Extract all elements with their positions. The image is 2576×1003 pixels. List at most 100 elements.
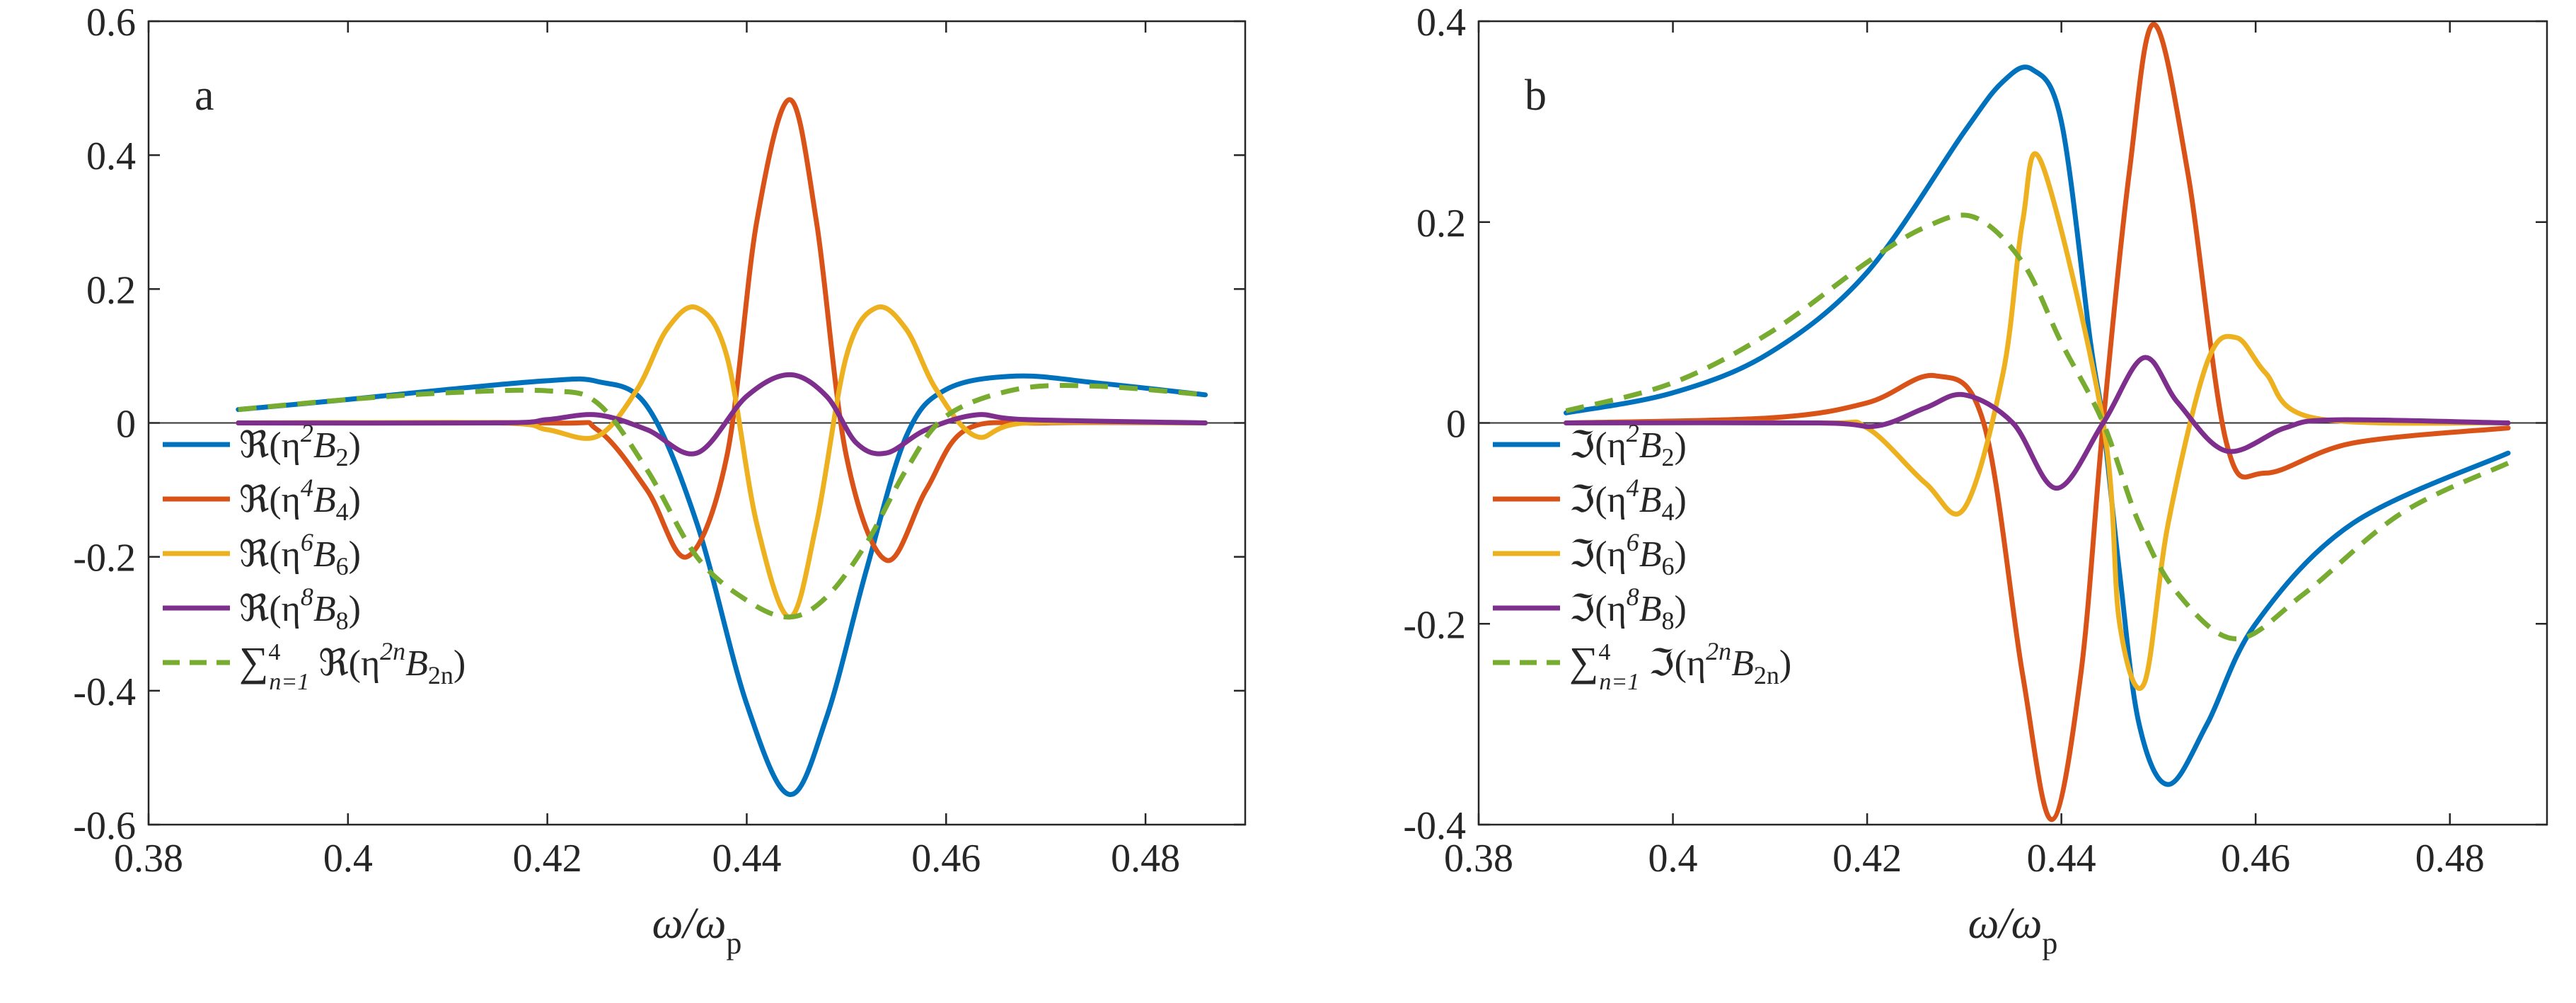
x-tick-label: 0.48	[1111, 837, 1180, 881]
x-tick-label: 0.48	[2415, 837, 2485, 881]
legend-item-4: ℜ(η8B8)	[163, 583, 361, 635]
x-axis-label-main: ω/ω	[652, 900, 727, 948]
legend-op: ℜ(η	[239, 480, 301, 520]
legend-op: ℑ(η	[1569, 589, 1627, 629]
legend-op: ℑ(η	[1639, 643, 1706, 684]
y-tick-label: -0.4	[1403, 804, 1466, 848]
series-line-3	[1564, 151, 2511, 692]
legend-op: ℑ(η	[1569, 425, 1627, 466]
legend-power: 2n	[1706, 637, 1731, 665]
legend-sum-lower: n=1	[269, 669, 309, 695]
legend-close: )	[1675, 480, 1687, 520]
legend-label: ℜ(η6B6)	[239, 528, 361, 580]
legend-power: 2	[301, 419, 313, 447]
legend-b: B	[1639, 480, 1662, 520]
legend-item-3: ℜ(η6B6)	[163, 528, 361, 580]
legend-close: )	[349, 534, 361, 575]
series-group	[236, 97, 1208, 797]
x-axis-label-sub: p	[2042, 926, 2057, 961]
legend-b: B	[1731, 643, 1754, 684]
legend-sum-sign: ∑	[1569, 638, 1598, 684]
legend-label: ℜ(η4B4)	[239, 474, 361, 526]
legend-label: ℑ(η6B6)	[1569, 528, 1687, 580]
panel-label: a	[195, 71, 214, 120]
legend-index: 2	[336, 443, 349, 471]
x-axis-label: ω/ωp	[1968, 900, 2058, 961]
legend: ℜ(η2B2)ℜ(η4B4)ℜ(η6B6)ℜ(η8B8)∑4 n=1 ℜ(η2nB…	[163, 419, 466, 695]
series-group	[1564, 21, 2511, 823]
legend-op: ℜ(η	[239, 425, 301, 466]
legend-op: ℜ(η	[239, 534, 301, 575]
legend-op: ℑ(η	[1569, 480, 1627, 520]
legend-b: B	[1639, 534, 1662, 575]
series-line-3	[236, 304, 1208, 620]
legend-b: B	[313, 589, 336, 629]
legend-item-2: ℑ(η4B4)	[1493, 474, 1687, 526]
legend-close: )	[1675, 589, 1687, 629]
x-tick-label: 0.46	[911, 837, 981, 881]
legend-index: 8	[1662, 607, 1675, 635]
y-tick-label: 0	[1446, 403, 1466, 447]
y-tick-label: -0.6	[73, 804, 136, 848]
legend-item-5: ∑4 n=1 ℜ(η2nB2n)	[163, 637, 466, 695]
legend-sum-upper: 4	[1598, 639, 1610, 665]
legend-index: 8	[336, 607, 349, 635]
x-tick-label: 0.42	[513, 837, 582, 881]
legend-close: )	[349, 425, 361, 466]
legend-power: 6	[301, 528, 313, 556]
legend-b: B	[313, 425, 336, 466]
y-tick-label: 0.2	[86, 268, 136, 312]
legend-label: ∑4 n=1 ℑ(η2nB2n)	[1569, 637, 1791, 695]
x-axis-label-main: ω/ω	[1968, 900, 2043, 948]
legend-label: ℑ(η8B8)	[1569, 583, 1687, 635]
series-line-5	[238, 383, 1206, 620]
legend-item-2: ℜ(η4B4)	[163, 474, 361, 526]
x-tick-label: 0.38	[114, 837, 183, 881]
legend-b: B	[313, 534, 336, 575]
legend-b: B	[313, 480, 336, 520]
legend-index: 2n	[1754, 661, 1779, 689]
legend-close: )	[454, 643, 466, 684]
legend-power: 2	[1627, 419, 1639, 447]
legend-close: )	[349, 480, 361, 520]
y-tick-label: -0.4	[73, 670, 136, 714]
legend-index: 2n	[428, 661, 454, 689]
series-line-4	[1564, 355, 2511, 491]
legend-op: ℜ(η	[239, 589, 301, 629]
legend-power: 2n	[380, 637, 405, 665]
chart-panel-b: 0.38 0.4 0.42 0.44 0.46 0.48 -0.4 -0.2 0 0.2 0.4 b ω…	[1403, 1, 2548, 961]
legend-label: ∑4 n=1 ℜ(η2nB2n)	[239, 637, 466, 695]
legend-power: 8	[301, 583, 313, 611]
legend-close: )	[1779, 643, 1791, 684]
y-tick-label: -0.2	[73, 537, 136, 580]
series-line-5	[1565, 212, 2509, 641]
legend-power: 8	[1627, 583, 1639, 611]
x-tick-label: 0.38	[1444, 837, 1513, 881]
legend-power: 6	[1627, 528, 1639, 556]
legend-sum-upper: 4	[268, 639, 280, 665]
series-line-4	[236, 372, 1208, 457]
legend-b: B	[1639, 589, 1662, 629]
legend-op: ℑ(η	[1569, 534, 1627, 575]
legend-b: B	[1639, 425, 1662, 466]
legend: ℑ(η2B2)ℑ(η4B4)ℑ(η6B6)ℑ(η8B8)∑4 n=1 ℑ(η2nB…	[1493, 419, 1791, 695]
legend-label: ℑ(η4B4)	[1569, 474, 1687, 526]
panel-label: b	[1525, 71, 1547, 120]
legend-b: B	[405, 643, 428, 684]
x-tick-label: 0.4	[1648, 837, 1698, 881]
y-tick-label: 0.4	[1416, 1, 1466, 45]
legend-sum-lower: n=1	[1599, 669, 1639, 695]
legend-label: ℜ(η8B8)	[239, 583, 361, 635]
legend-index: 2	[1662, 443, 1675, 471]
legend-close: )	[1675, 534, 1687, 575]
legend-item-1: ℑ(η2B2)	[1493, 419, 1687, 471]
chart-panel-a: 0.38 0.4 0.42 0.44 0.46 0.48-0.6-0.4-0.200.20…	[73, 1, 1247, 961]
legend-index: 6	[1662, 552, 1675, 580]
x-tick-label: 0.4	[323, 837, 373, 881]
y-tick-label: 0.4	[86, 134, 136, 178]
legend-sum-sign: ∑	[239, 638, 268, 684]
series-line-1	[236, 373, 1208, 797]
y-tick-label: 0.2	[1416, 202, 1466, 246]
